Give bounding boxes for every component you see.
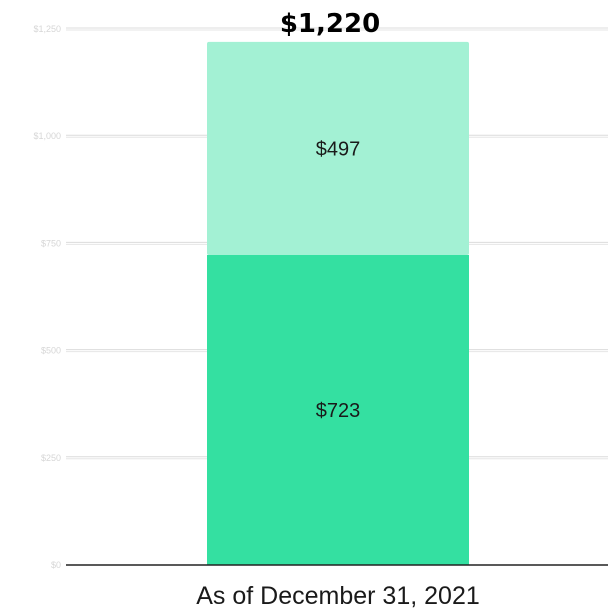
y-tick-label: $250 [41, 453, 61, 463]
segment-value-label: $497 [316, 138, 361, 160]
bar-segment-1 [207, 254, 469, 565]
bar-segments [207, 41, 469, 565]
category-label: As of December 31, 2021 [196, 582, 480, 610]
y-tick-label: $750 [41, 238, 61, 248]
y-tick-label: $1,000 [33, 131, 61, 141]
y-axis-tick-labels: $0 $250 $500 $750 $1,000 $1,250 [33, 24, 61, 570]
segment-value-label: $723 [316, 400, 361, 422]
total-value-label: $1,220 [280, 9, 380, 39]
bar-segment-2 [207, 41, 469, 255]
y-tick-label: $500 [41, 346, 61, 356]
y-tick-label: $0 [51, 560, 61, 570]
y-tick-label: $1,250 [33, 24, 61, 34]
bar-value-labels: $723 $497 [316, 138, 361, 422]
